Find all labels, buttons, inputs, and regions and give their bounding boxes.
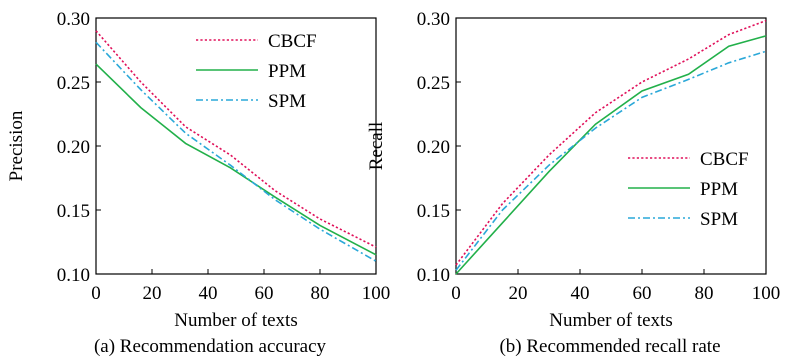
legend-label-cbcf: CBCF [268,31,317,52]
x-tick-label: 0 [451,283,461,304]
series-line-cbcf [95,30,377,248]
plot-frame [455,17,767,275]
x-tick-label: 100 [362,283,391,304]
y-tick-label: 0.20 [57,137,90,158]
y-tick-label: 0.25 [417,73,450,94]
series-line-cbcf [455,19,767,266]
y-tick-label: 0.25 [57,73,90,94]
chart-b: 0.10 0.15 0.20 0.25 0.30 0 20 40 60 80 100 Number o… [366,9,780,357]
x-axis-label: Number of texts [174,310,297,331]
y-tick-label: 0.10 [57,265,90,286]
chart-caption: (b) Recommended recall rate [499,336,720,357]
x-tick-label: 80 [311,283,330,304]
legend-label-cbcf: CBCF [700,149,749,170]
y-tick-label: 0.30 [57,9,90,30]
chart-a: 0.10 0.15 0.20 0.25 0.30 0 20 40 60 80 100 Number o… [6,9,390,357]
x-tick-label: 80 [695,283,714,304]
y-axis-label: Precision [6,110,27,181]
chart-caption: (a) Recommendation accuracy [94,336,327,357]
y-tick-label: 0.10 [417,265,450,286]
x-tick-label: 60 [255,283,274,304]
x-tick-label: 100 [752,283,781,304]
x-tick-label: 40 [571,283,590,304]
x-tick-label: 0 [91,283,101,304]
legend-label-spm: SPM [268,91,306,112]
series-line-ppm [95,63,377,256]
y-tick-label: 0.30 [417,9,450,30]
x-tick-label: 20 [143,283,162,304]
series-line-spm [455,50,767,271]
legend: CBCF PPM SPM [196,31,317,112]
x-tick-label: 60 [633,283,652,304]
series-line-ppm [455,35,767,275]
y-axis-label: Recall [366,122,387,171]
plot-frame [95,17,377,275]
x-tick-label: 40 [199,283,218,304]
y-tick-label: 0.20 [417,137,450,158]
y-tick-label: 0.15 [417,201,450,222]
x-axis-label: Number of texts [549,310,672,331]
y-tick-label: 0.15 [57,201,90,222]
legend-label-ppm: PPM [700,179,738,200]
x-tick-label: 20 [509,283,528,304]
series-line-spm [95,41,377,262]
legend-label-ppm: PPM [268,61,306,82]
legend: CBCF PPM SPM [628,149,749,230]
legend-label-spm: SPM [700,209,738,230]
